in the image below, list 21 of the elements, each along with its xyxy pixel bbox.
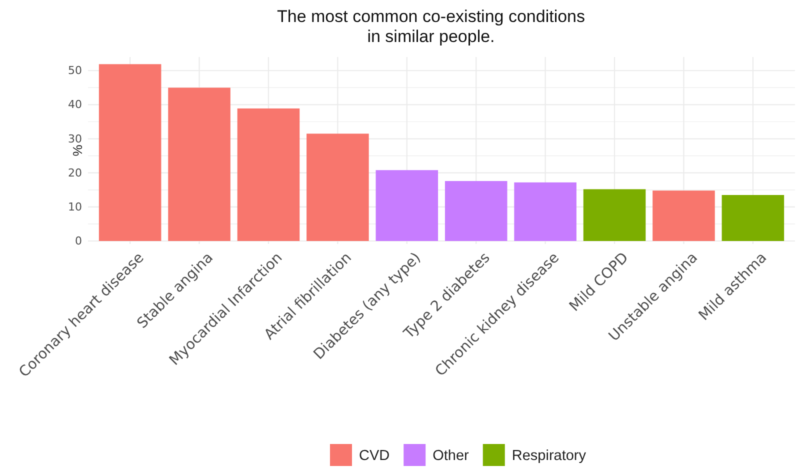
y-tick-label: 20 (68, 166, 82, 180)
y-axis-title: % (70, 144, 85, 156)
bar (306, 134, 369, 241)
chart-title: The most common co-existing conditions in similar people. (276, 7, 586, 46)
legend-label: CVD (358, 448, 390, 464)
bar (652, 190, 715, 241)
y-tick-label: 50 (68, 64, 82, 78)
y-tick-label: 30 (68, 132, 82, 146)
legend-label: Respiratory (512, 448, 587, 464)
bar (514, 182, 576, 241)
bar (168, 88, 230, 241)
y-tick-label: 0 (75, 234, 82, 248)
bar (722, 195, 784, 241)
y-tick-label: 10 (68, 200, 82, 214)
bar (444, 181, 508, 241)
bar (98, 64, 162, 241)
bar (583, 189, 646, 241)
y-tick-label: 40 (68, 98, 82, 112)
legend-label: Other (432, 448, 470, 464)
bar (376, 170, 438, 241)
bar (237, 108, 300, 241)
